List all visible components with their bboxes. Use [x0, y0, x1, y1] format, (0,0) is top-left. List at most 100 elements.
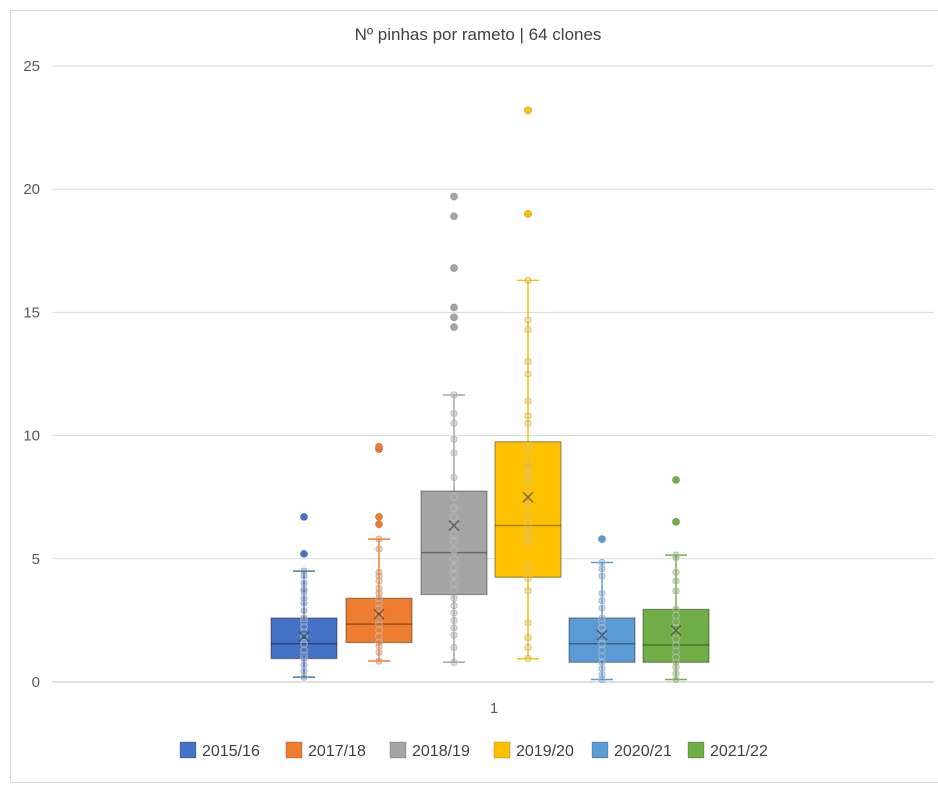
data-point-fill — [672, 635, 680, 643]
data-point-fill — [450, 609, 458, 617]
y-tick-label: 25 — [23, 58, 40, 75]
data-point-fill — [300, 606, 308, 615]
chart-title: Nº pinhas por rameto | 64 clones — [355, 25, 602, 44]
data-point — [672, 587, 680, 595]
data-point — [375, 642, 383, 651]
data-point — [524, 521, 532, 530]
data-point — [524, 574, 532, 583]
data-point-fill — [300, 588, 308, 596]
data-point — [524, 456, 532, 465]
data-point-fill — [450, 521, 458, 530]
data-point-fill — [450, 391, 458, 399]
data-point — [450, 631, 458, 639]
data-point — [598, 572, 606, 580]
y-tick-label: 10 — [23, 428, 40, 445]
data-point — [524, 370, 532, 378]
data-point-fill — [450, 631, 458, 639]
data-point-fill — [598, 565, 606, 573]
data-point-fill — [300, 579, 308, 588]
data-point-fill — [524, 397, 532, 405]
data-point — [450, 521, 458, 530]
data-point-fill — [598, 658, 606, 666]
data-point-fill — [524, 537, 532, 546]
data-point-fill — [450, 571, 458, 579]
data-point-fill — [300, 673, 308, 681]
data-point-fill — [524, 654, 532, 663]
data-point — [524, 490, 532, 499]
data-point — [524, 633, 532, 642]
data-point — [375, 535, 383, 543]
box-series-2017-18 — [345, 442, 413, 665]
data-point-fill — [450, 493, 458, 501]
data-point — [524, 357, 532, 366]
data-point — [524, 444, 532, 452]
outlier-point — [449, 313, 458, 322]
data-point-fill — [598, 614, 606, 622]
data-point — [450, 391, 458, 399]
data-point — [300, 651, 308, 659]
data-point — [300, 606, 308, 615]
data-point-fill — [375, 638, 383, 647]
data-point-fill — [524, 498, 532, 506]
legend-item: 2017/18 — [285, 741, 366, 760]
data-point — [598, 617, 606, 626]
data-point — [375, 594, 383, 603]
data-point — [375, 589, 383, 598]
data-point-fill — [450, 530, 458, 538]
legend-swatch — [285, 741, 303, 759]
data-point — [375, 599, 383, 607]
data-point — [450, 571, 458, 579]
data-point — [450, 643, 458, 652]
data-point-fill — [598, 664, 606, 673]
data-point — [300, 599, 308, 607]
data-point-fill — [375, 648, 383, 657]
data-point-fill — [524, 478, 532, 487]
outlier-point — [449, 192, 458, 201]
mean-marker — [373, 608, 385, 620]
data-point — [300, 635, 308, 643]
x-category-label: 1 — [490, 700, 498, 717]
data-point — [375, 615, 383, 623]
outlier-point — [672, 475, 681, 484]
data-point-fill — [375, 535, 383, 543]
data-point — [300, 632, 308, 641]
data-point-fill — [450, 616, 458, 625]
data-point — [300, 627, 308, 636]
data-point-fill — [672, 647, 680, 655]
data-point — [450, 419, 458, 428]
outlier-point — [672, 517, 681, 526]
data-point-fill — [300, 635, 308, 643]
data-point — [450, 530, 458, 538]
data-point — [524, 537, 532, 546]
data-point — [598, 614, 606, 622]
data-point-fill — [375, 584, 383, 592]
legend-label: 2021/22 — [710, 743, 768, 760]
outlier-point — [449, 264, 458, 273]
mean-marker — [298, 630, 310, 642]
box-series-2020-21 — [568, 535, 636, 684]
data-point — [524, 643, 532, 652]
data-point-fill — [672, 587, 680, 595]
outlier-point — [374, 442, 383, 451]
data-point-fill — [524, 370, 532, 378]
data-point-fill — [450, 563, 458, 572]
mean-marker — [596, 629, 608, 641]
data-point-fill — [524, 634, 532, 642]
data-point-fill — [524, 326, 532, 334]
data-point-fill — [450, 513, 458, 521]
data-point — [672, 551, 680, 559]
data-point — [450, 409, 458, 418]
data-point — [598, 596, 606, 605]
box-iqr — [420, 490, 488, 596]
outlier-point — [524, 209, 533, 218]
legend: 2015/16 2017/18 2018/19 2019/20 2020/21 2021/… — [179, 741, 768, 760]
data-point-fill — [524, 464, 532, 472]
data-point-fill — [300, 667, 308, 675]
data-point-fill — [450, 594, 458, 602]
data-point-fill — [524, 316, 532, 324]
data-point — [672, 568, 680, 577]
data-point-fill — [450, 546, 458, 554]
legend-item: 2019/20 — [493, 741, 574, 760]
